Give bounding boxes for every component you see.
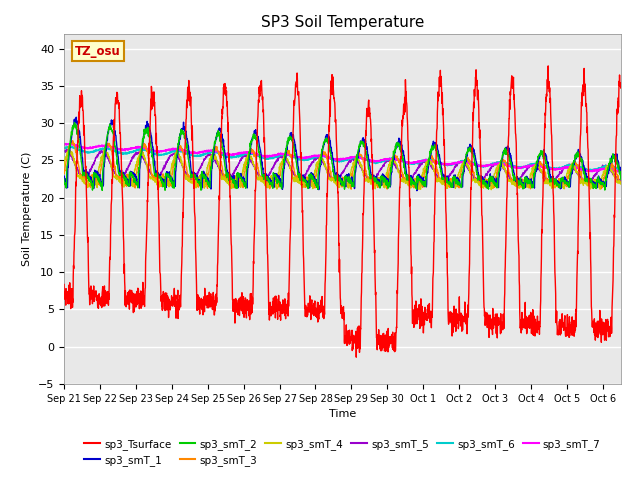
- sp3_smT_2: [598, 181, 605, 187]
- sp3_smT_1: [413, 188, 420, 193]
- sp3_smT_5: [426, 161, 434, 167]
- sp3_smT_6: [532, 161, 540, 167]
- sp3_smT_6: [346, 155, 354, 161]
- sp3_smT_7: [409, 160, 417, 166]
- sp3_smT_2: [532, 165, 540, 170]
- sp3_Tsurface: [353, 354, 360, 360]
- Line: sp3_smT_7: sp3_smT_7: [64, 144, 621, 173]
- Line: sp3_smT_1: sp3_smT_1: [64, 117, 621, 191]
- sp3_smT_4: [617, 180, 625, 186]
- sp3_smT_4: [409, 179, 417, 184]
- sp3_smT_5: [63, 146, 71, 152]
- Line: sp3_smT_5: sp3_smT_5: [64, 149, 621, 183]
- X-axis label: Time: Time: [329, 409, 356, 419]
- sp3_smT_2: [617, 177, 625, 182]
- sp3_smT_5: [532, 162, 540, 168]
- sp3_smT_4: [65, 147, 72, 153]
- sp3_Tsurface: [409, 317, 417, 323]
- sp3_smT_5: [409, 174, 417, 180]
- sp3_smT_4: [532, 162, 540, 168]
- sp3_smT_5: [60, 149, 68, 155]
- sp3_smT_6: [67, 144, 75, 149]
- sp3_Tsurface: [545, 63, 552, 69]
- sp3_smT_5: [93, 155, 100, 160]
- sp3_smT_1: [617, 169, 625, 175]
- sp3_smT_1: [426, 156, 434, 161]
- sp3_smT_1: [72, 114, 80, 120]
- sp3_smT_6: [60, 145, 68, 151]
- Text: TZ_osu: TZ_osu: [75, 45, 121, 58]
- sp3_smT_6: [409, 161, 417, 167]
- Y-axis label: Soil Temperature (C): Soil Temperature (C): [22, 152, 33, 266]
- sp3_smT_1: [60, 173, 68, 179]
- Title: SP3 Soil Temperature: SP3 Soil Temperature: [260, 15, 424, 30]
- sp3_Tsurface: [426, 318, 434, 324]
- sp3_smT_4: [488, 187, 495, 192]
- sp3_smT_6: [93, 147, 100, 153]
- sp3_smT_5: [547, 180, 555, 186]
- sp3_smT_3: [93, 179, 100, 185]
- sp3_smT_4: [598, 176, 605, 182]
- sp3_smT_6: [598, 165, 605, 170]
- sp3_smT_5: [346, 159, 354, 165]
- sp3_smT_2: [60, 176, 68, 182]
- Legend: sp3_Tsurface, sp3_smT_1, sp3_smT_2, sp3_smT_3, sp3_smT_4, sp3_smT_5, sp3_smT_6, : sp3_Tsurface, sp3_smT_1, sp3_smT_2, sp3_…: [80, 435, 605, 470]
- Line: sp3_smT_2: sp3_smT_2: [64, 122, 621, 191]
- sp3_smT_6: [617, 167, 625, 172]
- sp3_Tsurface: [346, 327, 353, 333]
- sp3_smT_2: [93, 172, 100, 178]
- sp3_smT_6: [426, 157, 434, 163]
- sp3_smT_7: [93, 144, 100, 149]
- sp3_smT_2: [70, 120, 78, 125]
- sp3_smT_4: [93, 184, 100, 190]
- sp3_smT_1: [409, 178, 417, 183]
- sp3_smT_7: [426, 158, 434, 164]
- sp3_smT_5: [617, 180, 625, 186]
- sp3_Tsurface: [598, 323, 605, 329]
- sp3_smT_7: [60, 142, 68, 147]
- sp3_smT_3: [617, 179, 625, 185]
- sp3_smT_2: [346, 178, 354, 184]
- Line: sp3_smT_4: sp3_smT_4: [64, 150, 621, 190]
- sp3_smT_1: [346, 175, 354, 181]
- sp3_smT_2: [99, 188, 106, 193]
- sp3_smT_3: [69, 138, 77, 144]
- sp3_Tsurface: [532, 316, 540, 322]
- sp3_Tsurface: [93, 296, 100, 301]
- sp3_smT_1: [532, 167, 540, 173]
- sp3_smT_3: [598, 184, 605, 190]
- sp3_Tsurface: [60, 282, 68, 288]
- Line: sp3_smT_3: sp3_smT_3: [64, 141, 621, 189]
- sp3_Tsurface: [617, 85, 625, 91]
- sp3_smT_3: [410, 184, 417, 190]
- sp3_smT_2: [410, 179, 417, 184]
- sp3_smT_7: [532, 163, 540, 168]
- sp3_smT_3: [348, 186, 355, 192]
- sp3_smT_3: [60, 170, 68, 176]
- sp3_smT_7: [598, 167, 605, 172]
- sp3_smT_7: [346, 155, 354, 161]
- sp3_smT_2: [426, 148, 434, 154]
- sp3_smT_5: [598, 165, 605, 171]
- sp3_smT_4: [346, 172, 354, 178]
- sp3_smT_7: [62, 141, 70, 146]
- sp3_smT_1: [598, 179, 605, 184]
- sp3_smT_6: [584, 168, 592, 173]
- Line: sp3_smT_6: sp3_smT_6: [64, 146, 621, 170]
- sp3_smT_3: [346, 182, 354, 188]
- sp3_smT_3: [532, 162, 540, 168]
- sp3_smT_4: [426, 158, 434, 164]
- sp3_smT_3: [426, 154, 434, 160]
- sp3_smT_1: [93, 170, 100, 176]
- sp3_smT_4: [60, 163, 68, 168]
- sp3_smT_7: [617, 170, 625, 176]
- Line: sp3_Tsurface: sp3_Tsurface: [64, 66, 621, 357]
